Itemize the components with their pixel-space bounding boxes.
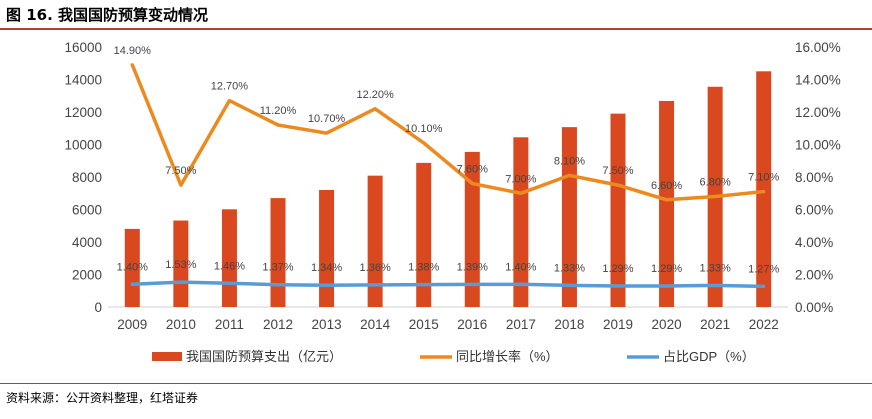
budget-bar [416,162,432,307]
gdp-share-data-label: 1.29% [651,263,682,275]
x-tick-label: 2019 [603,317,633,332]
growth-rate-data-label: 11.20% [260,105,297,117]
growth-rate-data-label: 7.10% [748,172,779,184]
left-y-tick-label: 16000 [64,40,102,55]
source-divider [0,383,872,384]
right-y-tick-label: 8.00% [795,170,833,185]
source-note: 资料来源：公开资料整理，红塔证券 [6,391,199,405]
growth-rate-data-label: 7.60% [457,164,488,176]
right-y-tick-label: 4.00% [795,235,833,250]
growth-rate-series: 14.90% 7.50% 12.70% 11.20% 10.70% 12.20% 10.10… [114,45,780,202]
gdp-share-data-label: 1.37% [262,262,293,274]
growth-rate-line [130,63,766,202]
growth-rate-data-label: 6.80% [700,177,731,189]
right-y-tick-label: 10.00% [795,138,841,153]
figure-title: 图 16. 我国国防预算变动情况 [6,6,209,24]
gdp-share-data-label: 1.29% [602,263,633,275]
legend-swatch-budget [152,352,182,361]
x-tick-label: 2016 [457,317,487,332]
budget-bar [464,151,480,307]
legend: 我国国防预算支出（亿元） 同比增长率（%） 占比GDP（%） [152,349,755,364]
budget-bar [319,189,335,307]
x-tick-label: 2010 [166,317,196,332]
x-tick-label: 2018 [554,317,584,332]
gdp-share-data-label: 1.40% [505,261,536,273]
gdp-share-data-label: 1.39% [457,261,488,273]
legend-label-budget: 我国国防预算支出（亿元） [186,349,342,364]
x-tick-label: 2015 [409,317,439,332]
gdp-share-data-label: 1.53% [165,259,196,271]
gdp-share-data-label: 1.40% [117,261,148,273]
growth-rate-data-label: 6.60% [651,180,682,192]
x-tick-label: 2009 [117,317,147,332]
budget-bar [561,127,577,307]
left-y-tick-label: 6000 [72,203,102,218]
left-y-tick-label: 14000 [64,73,102,88]
budget-bar [270,198,286,307]
gdp-share-data-label: 1.34% [311,262,342,274]
growth-rate-data-label: 7.50% [165,165,196,177]
right-y-tick-label: 0.00% [795,300,833,315]
growth-rate-data-label: 7.50% [602,165,633,177]
x-axis-tick-labels: 2009 2010 2011 2012 2013 2014 2015 2016 2017 2018… [117,317,778,332]
x-tick-label: 2017 [506,317,536,332]
gdp-share-data-label: 1.36% [360,262,391,274]
budget-bars [124,71,772,307]
legend-label-gdp: 占比GDP（%） [663,349,755,364]
left-y-tick-label: 4000 [72,235,102,250]
growth-rate-data-label: 7.00% [505,173,536,185]
left-y-tick-label: 12000 [64,105,102,120]
x-tick-label: 2021 [700,317,730,332]
growth-rate-data-label: 12.70% [211,81,249,93]
x-tick-label: 2014 [360,317,391,332]
budget-bar [173,220,189,307]
gdp-share-data-label: 1.46% [214,260,245,272]
gdp-share-data-label: 1.33% [700,262,731,274]
left-y-axis: 0 2000 4000 6000 8000 10000 12000 14000 16000 [64,40,102,315]
gdp-share-data-label: 1.27% [748,263,779,275]
legend-label-growth: 同比增长率（%） [456,349,559,364]
left-y-tick-label: 8000 [72,170,102,185]
right-y-axis: 0.00% 2.00% 4.00% 6.00% 8.00% 10.00% 12.00% 14.… [795,40,841,315]
right-y-tick-label: 14.00% [795,73,841,88]
budget-bar [221,209,237,307]
budget-bar [610,113,626,307]
x-tick-label: 2013 [312,317,342,332]
gdp-share-data-label: 1.33% [554,262,585,274]
growth-rate-data-label: 10.10% [405,123,443,135]
gdp-share-series: 1.40% 1.53% 1.46% 1.37% 1.34% 1.36% 1.38% 1.39%… [117,259,780,289]
gdp-share-line [130,280,766,289]
x-tick-label: 2020 [652,317,682,332]
budget-bar [659,100,675,307]
left-y-tick-label: 2000 [72,268,102,283]
gdp-share-data-label: 1.38% [408,262,439,274]
growth-rate-data-label: 14.90% [114,45,152,57]
x-tick-label: 2022 [749,317,779,332]
left-y-tick-label: 0 [94,300,102,315]
growth-rate-data-label: 8.10% [554,155,585,167]
growth-rate-data-label: 10.70% [308,113,346,125]
title-divider [0,28,872,30]
budget-bar [756,71,772,307]
x-tick-label: 2011 [215,317,244,332]
budget-bar [513,137,529,307]
right-y-tick-label: 12.00% [795,105,841,120]
budget-bar [367,175,383,307]
right-y-tick-label: 2.00% [795,268,833,283]
left-y-tick-label: 10000 [64,138,102,153]
right-y-tick-label: 16.00% [795,40,841,55]
budget-bar [124,228,140,307]
growth-rate-data-label: 12.20% [356,89,394,101]
right-y-tick-label: 6.00% [795,203,833,218]
x-tick-label: 2012 [263,317,293,332]
